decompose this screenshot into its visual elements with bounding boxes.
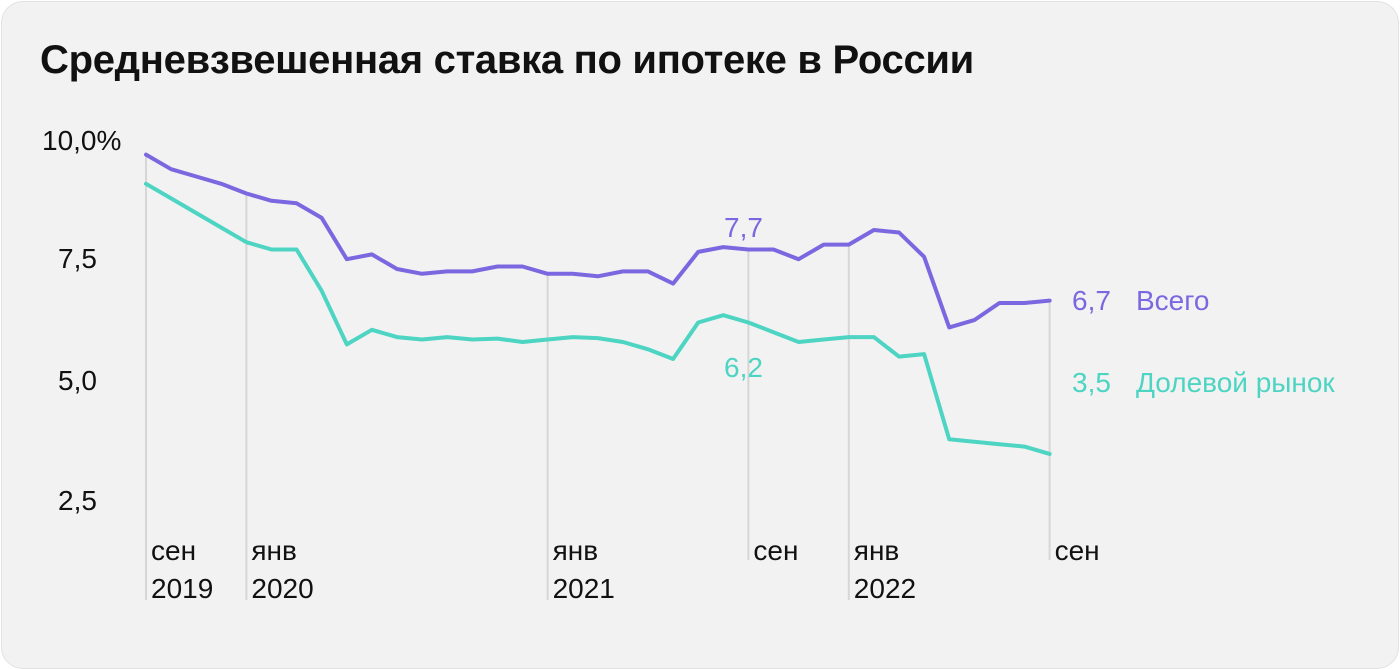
series-end-value: 6,7 xyxy=(1072,285,1111,316)
x-tick-label: 2019 xyxy=(151,573,213,604)
y-tick-label: 5,0 xyxy=(58,365,97,396)
series-legend-label: Долевой рынок xyxy=(1136,367,1335,398)
x-tick-label: сен xyxy=(151,535,196,566)
series-line-total xyxy=(144,152,1052,330)
x-tick-label: янв xyxy=(553,535,599,566)
chart-title: Средневзвешенная ставка по ипотеке в Рос… xyxy=(40,38,974,82)
y-tick-label: 2,5 xyxy=(58,485,97,516)
point-annotation: 6,2 xyxy=(724,352,763,383)
point-annotation: 7,7 xyxy=(724,212,763,243)
y-tick-label: 7,5 xyxy=(58,243,97,274)
y-tick-label: 10,0% xyxy=(42,125,121,156)
x-tick-label: 2021 xyxy=(553,573,615,604)
series-legend-label: Всего xyxy=(1136,285,1209,316)
series-end-value: 3,5 xyxy=(1072,367,1111,398)
x-tick-label: сен xyxy=(753,535,798,566)
x-tick-label: сен xyxy=(1055,535,1100,566)
x-tick-label: 2020 xyxy=(251,573,313,604)
x-tick-label: янв xyxy=(854,535,900,566)
x-tick-label: янв xyxy=(251,535,297,566)
series-line-shared-construction xyxy=(144,181,1052,456)
x-tick-label: 2022 xyxy=(854,573,916,604)
